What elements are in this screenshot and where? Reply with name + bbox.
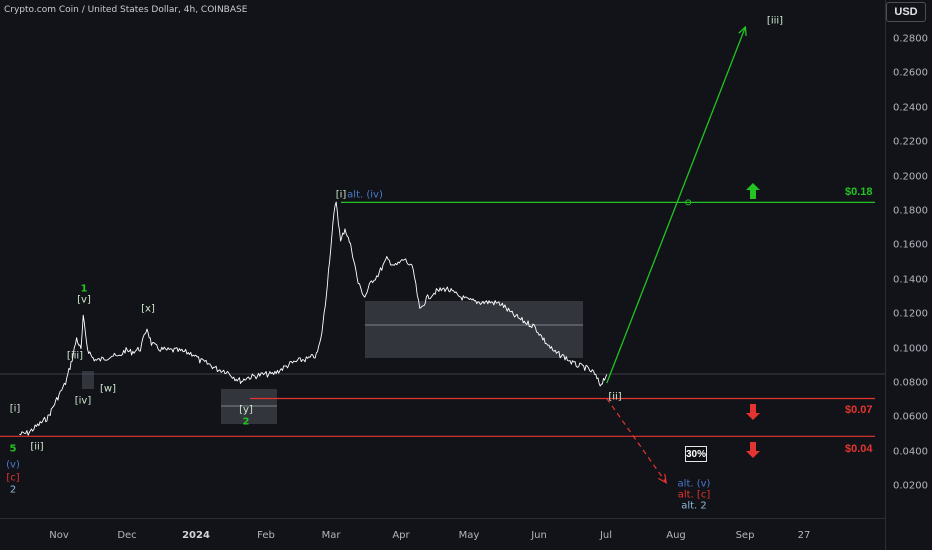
arrow-up-icon (746, 183, 760, 199)
chart-title: Crypto.com Coin / United States Dollar, … (4, 5, 248, 15)
wave-label-5: 5 (9, 443, 17, 455)
price-tick-label: 0.2200 (893, 136, 928, 148)
arrow-down-icon (746, 404, 760, 420)
wave-label-alt-c: alt. [c] (677, 489, 711, 501)
time-tick-label: Dec (117, 530, 137, 541)
price-tick-label: 0.1200 (893, 308, 928, 320)
time-tick-label: May (458, 530, 480, 541)
bearish-projection-line (606, 398, 667, 484)
bullish-arrowhead (738, 25, 747, 36)
support-level-1-label: $0.07 (845, 404, 873, 416)
price-tick-label: 0.0400 (893, 446, 928, 458)
wave-label-v: [v] (77, 294, 91, 306)
wave-label-ii-current: [ii] (608, 391, 622, 403)
target-level-label: $0.18 (845, 186, 873, 198)
price-tick-label: 0.2000 (893, 171, 928, 183)
support-zone (221, 389, 277, 424)
wave-label-v-round: (v) (6, 459, 20, 471)
time-tick-label: Apr (392, 530, 410, 541)
price-tick-label: 0.2600 (893, 67, 928, 79)
wave-iv-zone (82, 371, 94, 389)
wave-label-2: 2 (242, 416, 250, 428)
price-tick-label: 0.1800 (893, 205, 928, 217)
price-axis-border (885, 0, 886, 550)
arrow-down-icon (746, 442, 760, 458)
support-level-2-label: $0.04 (845, 443, 873, 455)
time-axis-border (0, 518, 885, 519)
bullish-projection-line (606, 26, 747, 384)
target-cross-marker (685, 199, 692, 206)
time-tick-label: Nov (49, 530, 69, 541)
wave-label-iii: [iii] (66, 350, 84, 362)
wave-label-i: [i] (9, 403, 21, 415)
time-tick-label: Feb (257, 530, 275, 541)
time-tick-label: 27 (797, 530, 811, 541)
wave-label-w: [w] (100, 383, 116, 395)
wave-label-ii: [ii] (30, 441, 44, 453)
wave-label-alt-v: alt. (v) (677, 478, 711, 490)
price-tick-label: 0.2800 (893, 33, 928, 45)
price-tick-label: 0.0800 (893, 377, 928, 389)
wave-label-1: 1 (80, 283, 88, 295)
price-tick-label: 0.0200 (893, 480, 928, 492)
time-tick-label: Mar (321, 530, 341, 541)
wave-label-alt-2: alt. 2 (681, 500, 707, 512)
wave-label-2-gray: 2 (9, 484, 17, 496)
wave-label-x: [x] (141, 303, 155, 315)
wave-label-top-i: [i] (335, 189, 347, 201)
probability-badge: 30% (685, 446, 707, 462)
price-tick-label: 0.1000 (893, 343, 928, 355)
price-tick-label: 0.0600 (893, 411, 928, 423)
time-tick-label: Jun (531, 530, 547, 541)
wave-label-alt-iv: alt. (iv) (347, 189, 383, 201)
wave-label-y: [y] (239, 404, 253, 416)
currency-button[interactable]: USD (886, 2, 926, 22)
time-tick-label: Jul (599, 530, 613, 541)
price-tick-label: 0.1600 (893, 239, 928, 251)
price-tick-label: 0.2400 (893, 102, 928, 114)
bearish-arrowhead (658, 473, 667, 484)
wave-label-iv: [iv] (74, 395, 92, 407)
time-tick-label: Sep (735, 530, 755, 541)
price-tick-label: 0.1400 (893, 274, 928, 286)
wave-label-c: [c] (6, 472, 20, 484)
time-tick-label: Aug (666, 530, 686, 541)
wave-label-iii-target: [iii] (766, 15, 784, 27)
consolidation-zone (365, 301, 583, 358)
price-line (19, 201, 608, 436)
time-tick-label: 2024 (182, 530, 210, 541)
